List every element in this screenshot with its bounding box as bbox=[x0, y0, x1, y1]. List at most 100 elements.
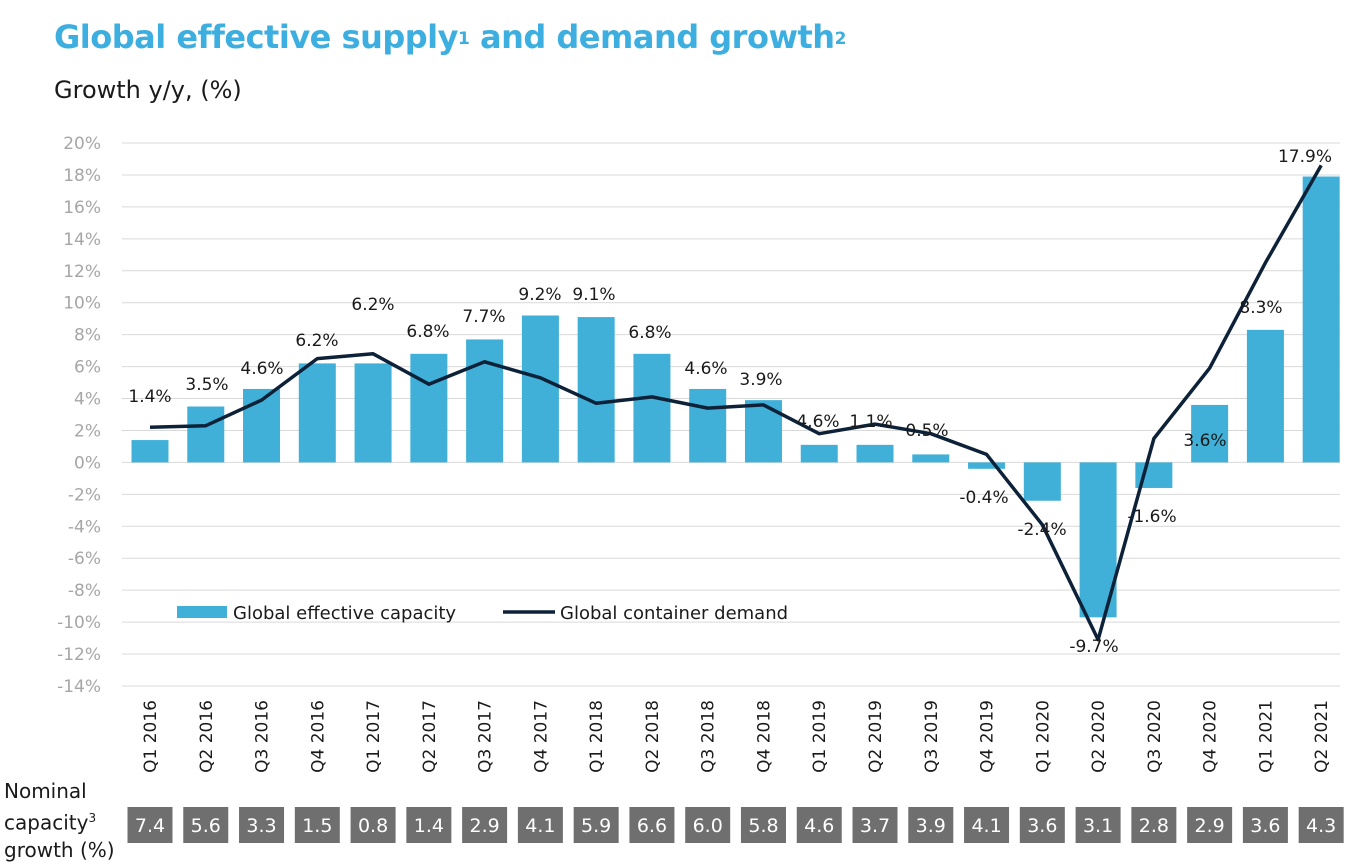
bar-data-label: 17.9% bbox=[1278, 147, 1332, 167]
x-tick-label: Q3 2019 bbox=[922, 700, 942, 773]
bar bbox=[689, 389, 726, 462]
bar bbox=[522, 315, 559, 462]
x-tick-label: Q4 2018 bbox=[754, 700, 774, 773]
x-tick-label: Q1 2020 bbox=[1033, 700, 1053, 773]
y-tick-label: -8% bbox=[68, 581, 101, 601]
legend-bar-label: Global effective capacity bbox=[233, 603, 456, 624]
bar bbox=[132, 440, 169, 462]
y-tick-label: -12% bbox=[57, 645, 101, 665]
y-tick-label: -10% bbox=[57, 613, 101, 633]
bar bbox=[633, 354, 670, 463]
x-tick-label: Q2 2021 bbox=[1312, 700, 1332, 773]
bar bbox=[299, 363, 336, 462]
bar-data-label: 3.9% bbox=[739, 370, 782, 390]
y-tick-label: 2% bbox=[74, 421, 101, 441]
bar-data-label: 0.5% bbox=[905, 421, 948, 441]
bar bbox=[410, 354, 447, 463]
nominal-capacity-value: 2.9 bbox=[470, 815, 500, 837]
bar-data-label: 3.6% bbox=[1183, 431, 1226, 451]
y-tick-label: -2% bbox=[68, 485, 101, 505]
nominal-capacity-value: 3.1 bbox=[1083, 815, 1113, 837]
nominal-capacity-value: 4.6 bbox=[804, 815, 834, 837]
legend-bar-swatch bbox=[177, 606, 227, 618]
bar-data-label: 4.6% bbox=[240, 359, 283, 379]
bar-data-label: -2.4% bbox=[1017, 520, 1066, 540]
legend-line-label: Global container demand bbox=[560, 603, 788, 624]
nominal-capacity-value: 3.3 bbox=[246, 815, 276, 837]
legend: Global effective capacity Global containe… bbox=[177, 603, 788, 624]
bar bbox=[187, 407, 224, 463]
x-tick-label: Q4 2017 bbox=[531, 700, 551, 773]
y-tick-label: 16% bbox=[63, 198, 101, 218]
bar bbox=[355, 363, 392, 462]
y-tick-label: 20% bbox=[63, 134, 101, 154]
x-tick-label: Q2 2019 bbox=[866, 700, 886, 773]
nominal-capacity-value: 6.0 bbox=[693, 815, 723, 837]
bar bbox=[466, 339, 503, 462]
nominal-capacity-value: 3.7 bbox=[860, 815, 890, 837]
bar-data-label: 3.5% bbox=[185, 375, 228, 395]
nominal-capacity-value: 3.6 bbox=[1027, 815, 1057, 837]
x-tick-label: Q4 2020 bbox=[1201, 700, 1221, 773]
bar-data-label: -9.7% bbox=[1069, 637, 1118, 657]
x-tick-label: Q1 2016 bbox=[141, 700, 161, 773]
nominal-capacity-label: Nominal capacity3 growth (%) bbox=[4, 778, 115, 864]
bar-data-label: 6.8% bbox=[628, 323, 671, 343]
bar-data-label: 4.6% bbox=[796, 412, 839, 432]
bar-data-label: 6.2% bbox=[295, 331, 338, 351]
bar bbox=[1303, 177, 1340, 463]
bar-data-label: 9.2% bbox=[518, 285, 561, 305]
y-tick-label: -6% bbox=[68, 549, 101, 569]
bar bbox=[745, 400, 782, 462]
nominal-capacity-value: 4.3 bbox=[1306, 815, 1336, 837]
bar bbox=[1024, 462, 1061, 500]
y-tick-label: -14% bbox=[57, 677, 101, 697]
y-tick-label: 0% bbox=[74, 453, 101, 473]
bar-data-label: 6.2% bbox=[351, 295, 394, 315]
nominal-capacity-value: 7.4 bbox=[135, 815, 165, 837]
bar-data-label: 6.8% bbox=[406, 322, 449, 342]
nominal-capacity-value: 2.9 bbox=[1195, 815, 1225, 837]
bar bbox=[857, 445, 894, 463]
x-tick-label: Q2 2016 bbox=[197, 700, 217, 773]
bar-data-label: 8.3% bbox=[1239, 298, 1282, 318]
nominal-capacity-value: 5.6 bbox=[191, 815, 221, 837]
x-tick-label: Q3 2020 bbox=[1145, 700, 1165, 773]
nominal-capacity-value: 0.8 bbox=[358, 815, 388, 837]
nominal-capacity-value: 5.8 bbox=[748, 815, 778, 837]
bar bbox=[801, 445, 838, 463]
bar bbox=[968, 462, 1005, 468]
bar-data-label: -1.6% bbox=[1127, 507, 1176, 527]
x-tick-label: Q4 2016 bbox=[308, 700, 328, 773]
nominal-capacity-value: 2.8 bbox=[1139, 815, 1169, 837]
x-tick-label: Q1 2017 bbox=[364, 700, 384, 773]
x-tick-label: Q3 2018 bbox=[699, 700, 719, 773]
bar bbox=[1247, 330, 1284, 463]
y-tick-label: 6% bbox=[74, 358, 101, 378]
x-tick-label: Q1 2019 bbox=[810, 700, 830, 773]
nominal-capacity-value: 4.1 bbox=[525, 815, 555, 837]
nominal-capacity-value: 1.4 bbox=[414, 815, 444, 837]
x-tick-label: Q2 2020 bbox=[1089, 700, 1109, 773]
y-tick-label: -4% bbox=[68, 517, 101, 537]
x-tick-label: Q1 2021 bbox=[1256, 700, 1276, 773]
x-tick-label: Q1 2018 bbox=[587, 700, 607, 773]
bar-data-label: 1.4% bbox=[128, 387, 171, 407]
x-tick-label: Q3 2017 bbox=[476, 700, 496, 773]
x-tick-label: Q2 2017 bbox=[420, 700, 440, 773]
bar bbox=[912, 454, 949, 462]
bar-data-label: 9.1% bbox=[572, 285, 615, 305]
bar-data-label: -0.4% bbox=[959, 488, 1008, 508]
x-tick-label: Q4 2019 bbox=[978, 700, 998, 773]
y-tick-label: 4% bbox=[74, 390, 101, 410]
bar-data-label: 1.1% bbox=[849, 412, 892, 432]
bar-data-label: 7.7% bbox=[462, 307, 505, 327]
y-tick-label: 8% bbox=[74, 326, 101, 346]
nominal-capacity-value: 3.6 bbox=[1250, 815, 1280, 837]
x-tick-label: Q2 2018 bbox=[643, 700, 663, 773]
nominal-capacity-value: 1.5 bbox=[302, 815, 332, 837]
y-axis-ticks: 20%18%16%14%12%10%8%6%4%2%0%-2%-4%-6%-8%… bbox=[57, 134, 101, 697]
